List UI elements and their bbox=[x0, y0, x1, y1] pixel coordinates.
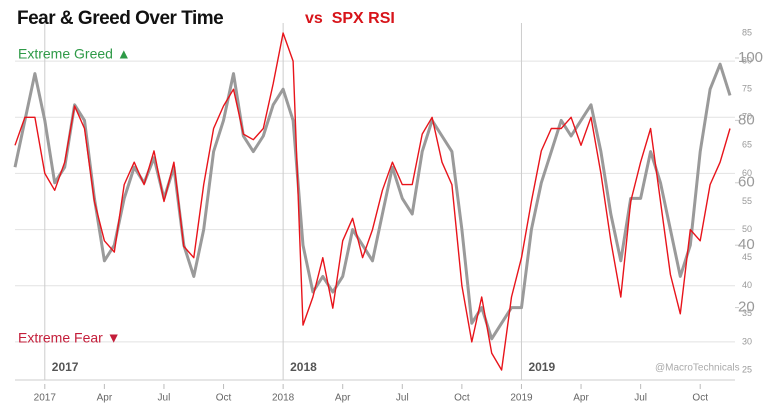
x-tick-label: Jul bbox=[396, 393, 409, 404]
y-tick-label: 20 bbox=[738, 299, 755, 316]
y2-tick-label: 65 bbox=[742, 140, 752, 150]
x-tick-label: 2018 bbox=[272, 393, 295, 404]
x-tick-label: Oct bbox=[692, 393, 708, 404]
y2-tick-label: 85 bbox=[742, 27, 752, 37]
y-tick-label: 100 bbox=[738, 49, 763, 66]
x-tick-label: 2019 bbox=[510, 393, 533, 404]
y-tick-label: 60 bbox=[738, 174, 755, 191]
y2-tick-label: 70 bbox=[742, 112, 752, 122]
y2-tick-label: 80 bbox=[742, 55, 752, 65]
x-tick-label: 2017 bbox=[34, 393, 57, 404]
y-tick-label: 80 bbox=[738, 111, 755, 128]
y-tick-label: 40 bbox=[738, 236, 755, 253]
x-tick-label: Oct bbox=[454, 393, 470, 404]
x-tick-label: Oct bbox=[216, 393, 232, 404]
y2-tick-label: 45 bbox=[742, 252, 752, 262]
chart-title: Fear & Greed Over Time bbox=[17, 8, 223, 29]
x-tick-label: Apr bbox=[97, 393, 113, 404]
y2-tick-label: 30 bbox=[742, 336, 752, 346]
x-tick-label: Apr bbox=[335, 393, 351, 404]
year-label: 2017 bbox=[52, 360, 79, 374]
annotation: Extreme Fear ▼ bbox=[18, 330, 121, 346]
year-label: 2018 bbox=[290, 360, 317, 374]
x-tick-label: Jul bbox=[634, 393, 647, 404]
x-tick-label: Jul bbox=[158, 393, 171, 404]
annotation: Extreme Greed ▲ bbox=[18, 46, 131, 62]
y2-tick-label: 35 bbox=[742, 308, 752, 318]
chart-subtitle: vs SPX RSI bbox=[305, 10, 395, 27]
y2-tick-label: 50 bbox=[742, 224, 752, 234]
year-label: 2019 bbox=[528, 360, 555, 374]
series-line bbox=[13, 62, 732, 341]
y2-tick-label: 60 bbox=[742, 168, 752, 178]
x-tick-label: Apr bbox=[573, 393, 589, 404]
y2-tick-label: 75 bbox=[742, 84, 752, 94]
y2-tick-label: 25 bbox=[742, 364, 752, 374]
watermark: @MacroTechnicals bbox=[655, 363, 740, 374]
plot-area bbox=[15, 33, 735, 370]
y2-tick-label: 40 bbox=[742, 280, 752, 290]
y2-tick-label: 55 bbox=[742, 196, 752, 206]
series-line bbox=[14, 32, 731, 371]
